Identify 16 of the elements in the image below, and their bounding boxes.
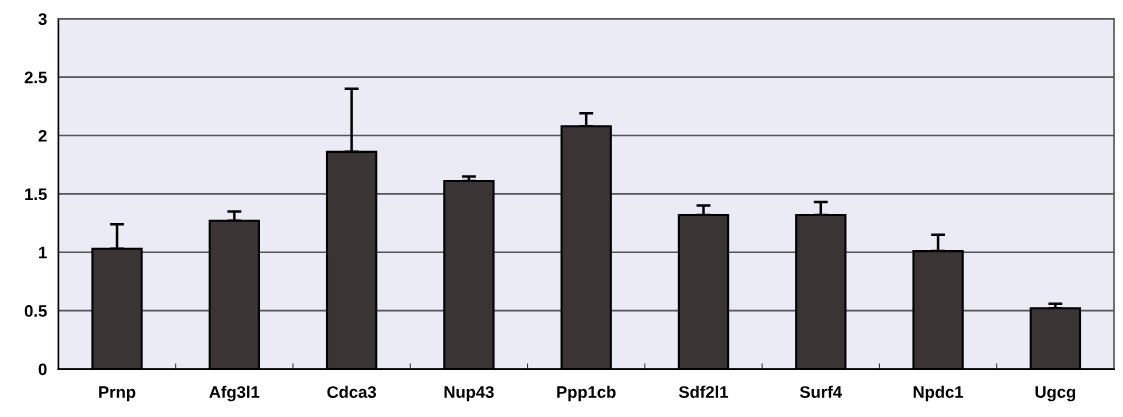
x-tick-label: Ugcg: [1035, 386, 1076, 402]
y-tick-label: 2: [38, 129, 47, 142]
x-tick-label: Nup43: [444, 386, 494, 402]
x-tick-label: Afg3l1: [209, 385, 260, 402]
x-tick-label: Cdca3: [327, 385, 377, 398]
y-tick-label: 1: [39, 246, 47, 259]
x-tick-label: Prnp: [99, 386, 136, 402]
x-tick-label: Ppp1cb: [557, 385, 616, 402]
x-tick-label: Sdf2l1: [678, 385, 729, 398]
x-tick-label: Surf4: [799, 385, 842, 398]
y-tick-label: 1.5: [25, 188, 47, 201]
x-tick-label: Npdc1: [913, 385, 964, 402]
y-tick-label: 0.5: [24, 305, 47, 317]
y-tick-label: 3: [38, 13, 47, 25]
y-tick-label: 0: [38, 363, 47, 376]
y-tick-label: 2.5: [24, 71, 47, 84]
